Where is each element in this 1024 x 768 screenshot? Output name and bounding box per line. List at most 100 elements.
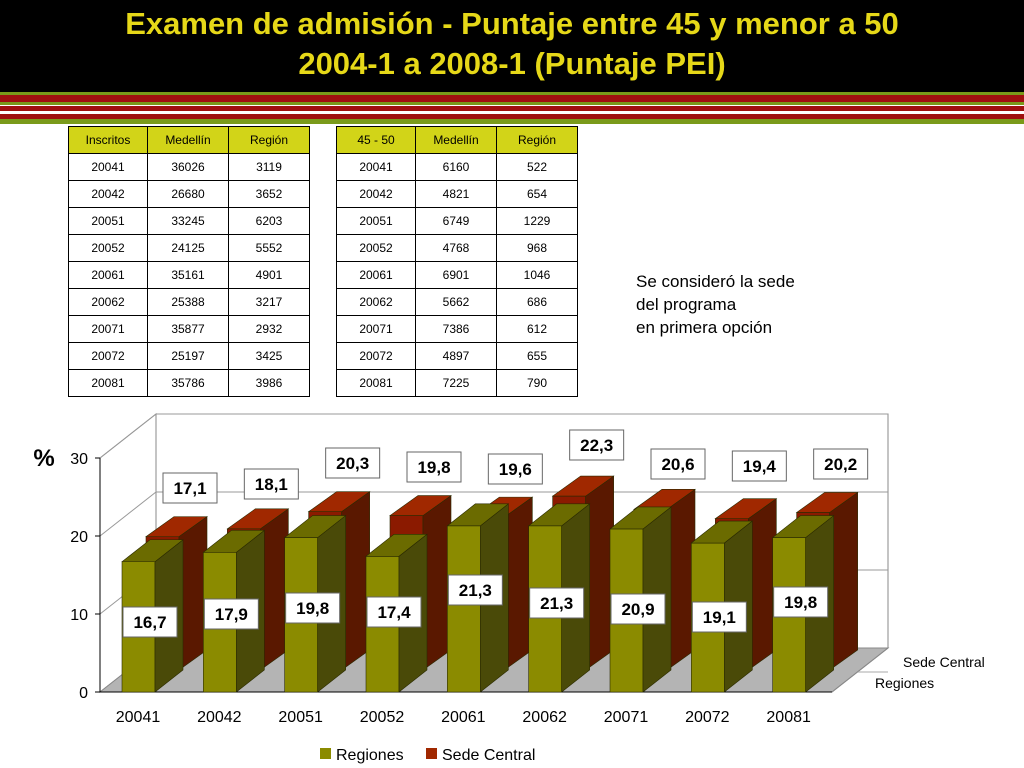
table-cell: 20061 — [68, 261, 148, 289]
title-banner: Examen de admisión - Puntaje entre 45 y … — [0, 0, 1024, 92]
sede-central-bar-top — [795, 492, 859, 513]
x-tick-label: 20042 — [197, 709, 242, 726]
regiones-data-label-box — [610, 593, 666, 625]
table-cell: 3119 — [228, 153, 310, 181]
regiones-data-label-box — [773, 586, 829, 618]
rango-45-50-table: 45 - 50 Medellín Región 20041 6160 522 2004… — [336, 126, 578, 397]
y-tick-label: 20 — [70, 529, 88, 546]
x-tick-label: 20062 — [522, 709, 567, 726]
table-row: 20041 36026 3119 — [68, 153, 310, 181]
depth-axis-label: Sede Central — [903, 654, 985, 670]
y-axis-label: % — [33, 445, 54, 472]
sede-central-bar-top — [551, 475, 615, 497]
note-line-2: del programa — [636, 295, 737, 314]
table-cell: 655 — [496, 342, 578, 370]
column-header: 45 - 50 — [336, 126, 416, 154]
column-header: Medellín — [415, 126, 497, 154]
regiones-data-label-box — [366, 596, 422, 628]
sede-central-data-label-box — [731, 450, 787, 482]
x-tick-label: 20071 — [604, 709, 649, 726]
sede-central-bar-top — [145, 516, 208, 537]
regiones-bar-front — [447, 525, 481, 693]
table-cell: 20052 — [68, 234, 148, 262]
x-tick-label: 20072 — [685, 709, 730, 726]
table-row: 20062 5662 686 — [336, 288, 578, 316]
table-row: 20042 4821 654 — [336, 180, 578, 208]
sede-central-bar-top — [714, 498, 778, 519]
table-cell: 20041 — [68, 153, 148, 181]
regiones-bar-top — [690, 520, 754, 544]
sede-central-bar-top — [307, 491, 371, 512]
regiones-data-label: 21,3 — [459, 581, 492, 600]
stripe-red-2 — [0, 106, 1024, 111]
note-text: Se consideró la sede del programa en pri… — [636, 270, 795, 339]
table-cell: 35877 — [147, 315, 229, 343]
column-header: Inscritos — [68, 126, 148, 154]
regiones-bar-top — [527, 503, 591, 527]
y-tick-label: 10 — [70, 607, 88, 624]
column-header: Medellín — [147, 126, 229, 154]
table-row: 20072 4897 655 — [336, 342, 578, 370]
regiones-data-label: 19,8 — [784, 593, 817, 612]
table-cell: 968 — [496, 234, 578, 262]
table-cell: 1046 — [496, 261, 578, 289]
sede-central-data-label: 19,4 — [743, 457, 777, 476]
stripe-green-1 — [0, 102, 1024, 105]
table-row: 20052 4768 968 — [336, 234, 578, 262]
table-row: 20071 35877 2932 — [68, 315, 310, 343]
table-cell: 4901 — [228, 261, 310, 289]
table-cell: 20081 — [68, 369, 148, 397]
regiones-bar-top — [771, 515, 835, 538]
stripe-red-1 — [0, 95, 1024, 102]
table-cell: 4768 — [415, 234, 497, 262]
stripe-green-top — [0, 92, 1024, 95]
sede-central-data-label-box — [406, 451, 462, 483]
table-cell: 33245 — [147, 207, 229, 235]
sede-central-data-label-box — [569, 429, 625, 461]
table-cell: 3986 — [228, 369, 310, 397]
table-cell: 20042 — [68, 180, 148, 208]
table-cell: 790 — [496, 369, 578, 397]
regiones-data-label: 19,1 — [703, 608, 736, 627]
table-cell: 20081 — [336, 369, 416, 397]
y-tick-label: 30 — [70, 451, 88, 468]
regiones-bar-top — [446, 503, 510, 527]
regiones-data-label: 20,9 — [621, 600, 654, 619]
table-header-row: Inscritos Medellín Región — [68, 126, 310, 154]
regiones-bar-top — [609, 506, 672, 530]
table-header-row: 45 - 50 Medellín Región — [336, 126, 578, 154]
page-title: Examen de admisión - Puntaje entre 45 y … — [0, 4, 1024, 84]
regiones-data-label-box — [447, 574, 503, 606]
legend-label-regiones: Regiones — [336, 747, 404, 764]
table-cell: 6749 — [415, 207, 497, 235]
table-row: 20061 35161 4901 — [68, 261, 310, 289]
stripe-red-3 — [0, 114, 1024, 119]
table-cell: 3217 — [228, 288, 310, 316]
regiones-data-label-box — [122, 606, 178, 638]
title-line-2: 2004-1 a 2008-1 (Puntaje PEI) — [298, 46, 726, 81]
table-cell: 6160 — [415, 153, 497, 181]
regiones-data-label-box — [285, 592, 341, 624]
regiones-data-label: 17,9 — [215, 605, 248, 624]
table-cell: 4897 — [415, 342, 497, 370]
table-cell: 686 — [496, 288, 578, 316]
note-line-3: en primera opción — [636, 318, 773, 337]
regiones-data-label: 21,3 — [540, 594, 573, 613]
title-line-1: Examen de admisión - Puntaje entre 45 y … — [125, 6, 899, 41]
legend-swatch-regiones — [320, 748, 331, 759]
table-cell: 35161 — [147, 261, 229, 289]
table-cell: 612 — [496, 315, 578, 343]
table-cell: 26680 — [147, 180, 229, 208]
depth-axis-line — [831, 647, 889, 693]
regiones-data-label-box — [203, 598, 259, 630]
table-row: 20041 6160 522 — [336, 153, 578, 181]
table-cell: 20061 — [336, 261, 416, 289]
table-cell: 654 — [496, 180, 578, 208]
sede-central-bar-top — [389, 495, 452, 516]
sede-central-data-label-box — [650, 448, 706, 480]
table-cell: 3652 — [228, 180, 310, 208]
inscritos-table: Inscritos Medellín Región 20041 36026 3119… — [68, 126, 310, 397]
sede-central-data-label-box — [162, 472, 218, 504]
table-cell: 35786 — [147, 369, 229, 397]
